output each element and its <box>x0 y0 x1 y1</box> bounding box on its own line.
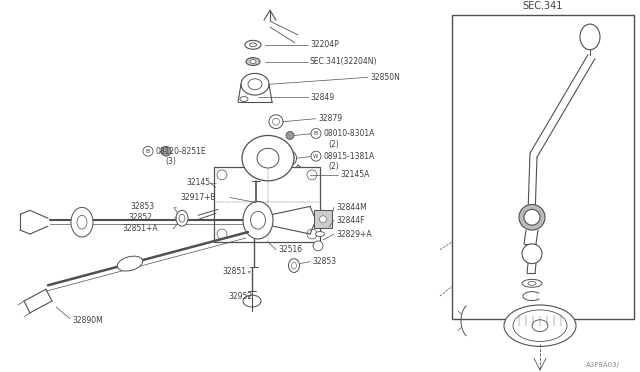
Ellipse shape <box>242 135 294 181</box>
Ellipse shape <box>179 214 185 222</box>
Ellipse shape <box>532 320 548 331</box>
Ellipse shape <box>117 256 143 271</box>
Circle shape <box>307 170 317 180</box>
Ellipse shape <box>71 208 93 237</box>
Circle shape <box>217 170 227 180</box>
Text: 32890M: 32890M <box>72 316 103 325</box>
Text: SEC.341(32204N): SEC.341(32204N) <box>310 57 378 66</box>
Ellipse shape <box>245 41 261 49</box>
Bar <box>214 167 320 242</box>
Ellipse shape <box>291 262 296 269</box>
Circle shape <box>307 229 317 239</box>
Ellipse shape <box>77 215 87 229</box>
Text: B: B <box>314 131 318 136</box>
Circle shape <box>313 241 323 251</box>
Circle shape <box>311 129 321 138</box>
Text: SEC.341: SEC.341 <box>523 1 563 11</box>
Text: 32851: 32851 <box>222 267 246 276</box>
Ellipse shape <box>287 152 296 164</box>
Ellipse shape <box>250 60 256 64</box>
Ellipse shape <box>319 216 326 223</box>
Ellipse shape <box>250 43 257 47</box>
Text: B: B <box>146 149 150 154</box>
Text: 32952: 32952 <box>228 292 252 301</box>
Text: 08915-1381A: 08915-1381A <box>324 152 375 161</box>
Text: 32145: 32145 <box>186 178 210 187</box>
Text: 32852: 32852 <box>128 213 152 222</box>
Ellipse shape <box>250 211 266 229</box>
Text: 32850N: 32850N <box>370 73 400 82</box>
Text: 32829+A: 32829+A <box>336 230 372 238</box>
Text: 08010-8301A: 08010-8301A <box>324 129 376 138</box>
Ellipse shape <box>316 231 324 237</box>
Circle shape <box>286 132 294 140</box>
Text: 32516: 32516 <box>278 245 302 254</box>
Ellipse shape <box>248 79 262 90</box>
Circle shape <box>269 115 283 129</box>
Ellipse shape <box>290 155 294 161</box>
Text: 32849: 32849 <box>310 93 334 102</box>
Ellipse shape <box>241 73 269 95</box>
Circle shape <box>217 229 227 239</box>
Text: 32844M: 32844M <box>336 203 367 212</box>
Ellipse shape <box>243 202 273 239</box>
Ellipse shape <box>580 24 600 50</box>
Circle shape <box>268 141 276 149</box>
Ellipse shape <box>176 211 188 226</box>
Text: 32204P: 32204P <box>310 40 339 49</box>
Text: 32851+A: 32851+A <box>122 224 157 232</box>
Text: 32853: 32853 <box>130 202 154 211</box>
Ellipse shape <box>243 295 261 307</box>
Ellipse shape <box>246 58 260 65</box>
Text: W: W <box>313 154 319 159</box>
Circle shape <box>522 244 542 264</box>
Text: 32145A: 32145A <box>340 170 369 179</box>
Circle shape <box>161 146 171 156</box>
Text: (3): (3) <box>165 157 176 166</box>
Ellipse shape <box>257 148 279 168</box>
Text: 32917+B: 32917+B <box>180 193 216 202</box>
Circle shape <box>519 205 545 230</box>
Circle shape <box>311 151 321 161</box>
Ellipse shape <box>522 279 542 287</box>
Circle shape <box>273 118 280 125</box>
Circle shape <box>524 209 540 225</box>
Ellipse shape <box>504 305 576 346</box>
Text: 08120-8251E: 08120-8251E <box>156 147 207 156</box>
Text: (2): (2) <box>328 161 339 170</box>
Circle shape <box>143 146 153 156</box>
Ellipse shape <box>240 97 248 102</box>
Ellipse shape <box>513 310 567 341</box>
Bar <box>314 211 332 228</box>
Text: (2): (2) <box>328 140 339 149</box>
Ellipse shape <box>289 259 300 272</box>
Text: 32844F: 32844F <box>336 216 365 225</box>
Bar <box>452 15 634 319</box>
Text: 32853: 32853 <box>312 257 336 266</box>
Ellipse shape <box>528 281 536 285</box>
Text: 32879: 32879 <box>318 114 342 123</box>
Text: A3P8A03/: A3P8A03/ <box>586 362 620 368</box>
